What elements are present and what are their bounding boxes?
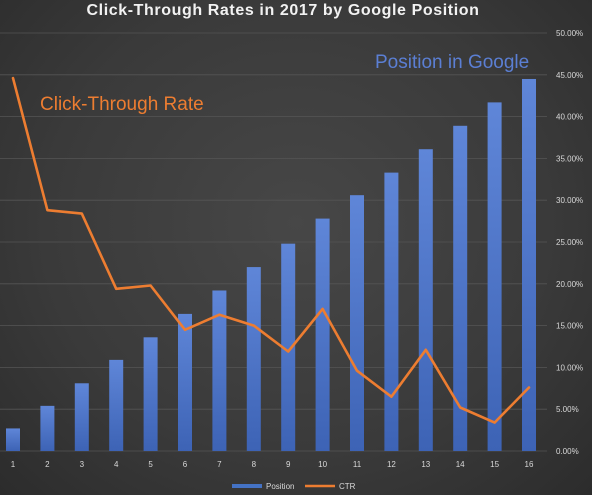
x-tick-label: 1 (11, 460, 16, 469)
y-tick-label: 30.00% (556, 196, 583, 205)
line-series-ctr (11, 76, 531, 424)
x-tick-label: 4 (114, 460, 119, 469)
x-tick-label: 14 (456, 460, 465, 469)
bar-position-16 (522, 78, 536, 451)
x-tick-label: 13 (421, 460, 430, 469)
y-tick-label: 25.00% (556, 238, 583, 247)
bar-position-10 (315, 218, 330, 451)
x-tick-label: 12 (387, 460, 396, 469)
y-tick-label: 35.00% (556, 154, 583, 163)
x-tick-label: 7 (217, 460, 222, 469)
y-tick-label: 40.00% (556, 113, 583, 122)
x-tick-label: 11 (353, 460, 362, 469)
bar-position-13 (418, 149, 433, 452)
bar-position-2 (40, 405, 55, 451)
bar-position-11 (350, 195, 364, 451)
chart-title: Click-Through Rates in 2017 by Google Po… (87, 2, 480, 19)
y-tick-label: 15.00% (556, 322, 583, 331)
y-tick-label: 5.00% (556, 405, 579, 414)
legend-label-ctr: CTR (339, 482, 356, 491)
bar-position-15 (487, 102, 502, 451)
legend-label-position: Position (266, 482, 294, 491)
legend-swatch-position (232, 484, 262, 488)
gridlines (0, 32, 547, 452)
y-tick-label: 45.00% (556, 71, 583, 80)
x-tick-label: 10 (318, 460, 327, 469)
bar-position-12 (384, 172, 399, 451)
position-annotation: Position in Google (375, 52, 529, 73)
y-axis-ticks: 0.00% 5.00% 10.00% 15.00% 20.00% 25.00% 30.00%… (556, 29, 583, 456)
x-tick-label: 5 (148, 460, 153, 469)
bar-position-6 (178, 313, 192, 451)
x-tick-label: 3 (80, 460, 85, 469)
bar-position-5 (143, 337, 158, 451)
bar-position-1 (6, 428, 20, 451)
y-tick-label: 10.00% (556, 363, 583, 372)
bar-position-7 (212, 290, 227, 451)
ctr-line (11, 76, 531, 424)
legend: Position CTR (232, 482, 356, 491)
x-axis-ticks: 1 2 3 4 5 6 7 8 9 10 11 12 13 14 15 16 (11, 460, 534, 469)
bar-series-position (6, 78, 536, 452)
x-tick-label: 6 (183, 460, 188, 469)
bar-position-4 (109, 359, 124, 451)
x-tick-label: 8 (252, 460, 257, 469)
bar-position-8 (246, 267, 261, 451)
bar-position-3 (74, 383, 89, 451)
bar-position-14 (453, 125, 468, 452)
y-tick-label: 0.00% (556, 447, 579, 456)
x-tick-label: 15 (490, 460, 499, 469)
bar-position-9 (281, 243, 296, 451)
y-tick-label: 20.00% (556, 280, 583, 289)
x-tick-label: 9 (286, 460, 291, 469)
y-tick-label: 50.00% (556, 29, 583, 38)
ctr-annotation: Click-Through Rate (40, 94, 204, 115)
x-tick-label: 2 (45, 460, 50, 469)
x-tick-label: 16 (525, 460, 534, 469)
